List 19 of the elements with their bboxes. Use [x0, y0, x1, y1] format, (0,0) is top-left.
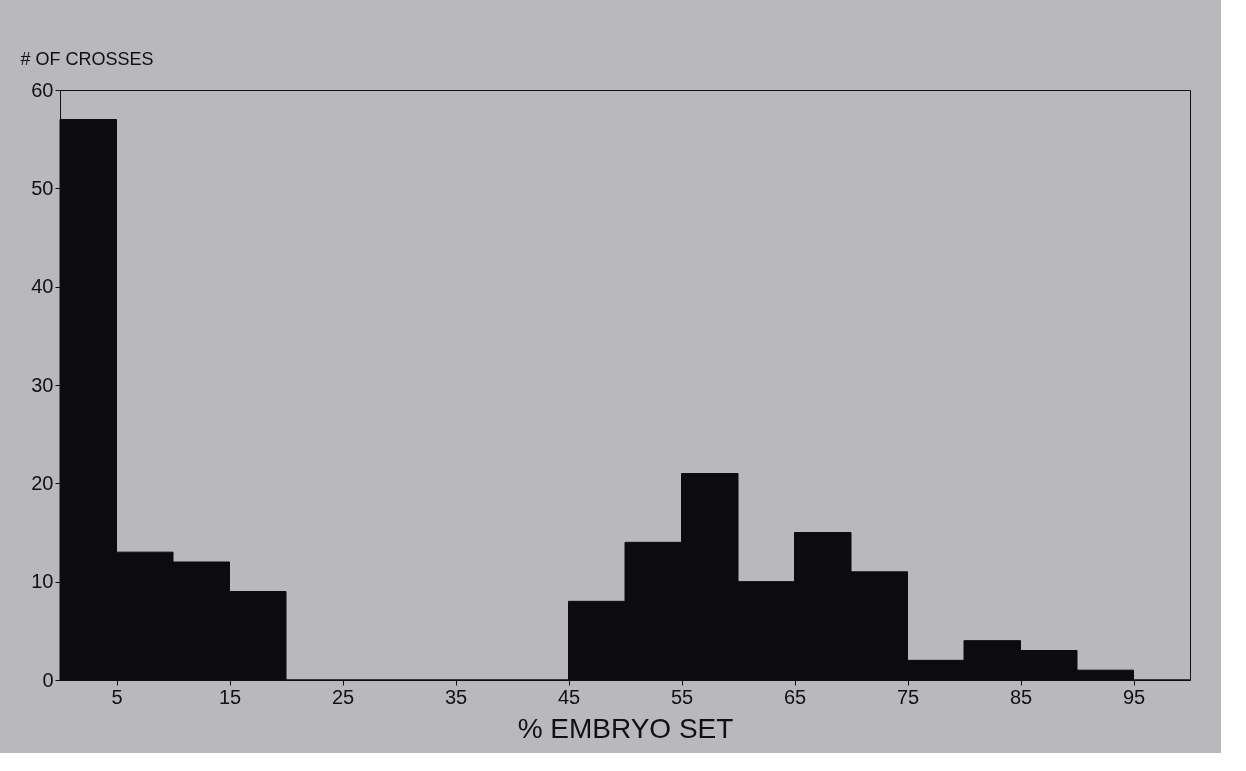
y-axis-title: # OF CROSSES	[20, 48, 154, 69]
x-axis-title: % EMBRYO SET	[517, 712, 734, 744]
y-tick-label: 10	[31, 570, 54, 593]
y-tick-label: 0	[42, 668, 54, 691]
x-tick-label: 85	[1009, 685, 1033, 708]
x-tick-label: 25	[331, 685, 355, 708]
x-tick-label: 45	[557, 685, 581, 708]
x-tick-label: 15	[218, 685, 242, 708]
y-tick-label: 20	[31, 471, 54, 494]
x-tick-label: 75	[896, 685, 920, 708]
x-tick-label: 35	[444, 685, 468, 708]
y-tick-label: 30	[31, 373, 54, 396]
x-tick-label: 5	[111, 685, 123, 708]
x-tick-label: 95	[1122, 685, 1146, 708]
x-tick-label: 55	[670, 685, 694, 708]
y-tick-label: 50	[31, 176, 54, 199]
y-tick-label: 40	[31, 275, 54, 298]
x-tick-label: 65	[783, 685, 807, 708]
y-tick-label: 60	[31, 78, 54, 101]
